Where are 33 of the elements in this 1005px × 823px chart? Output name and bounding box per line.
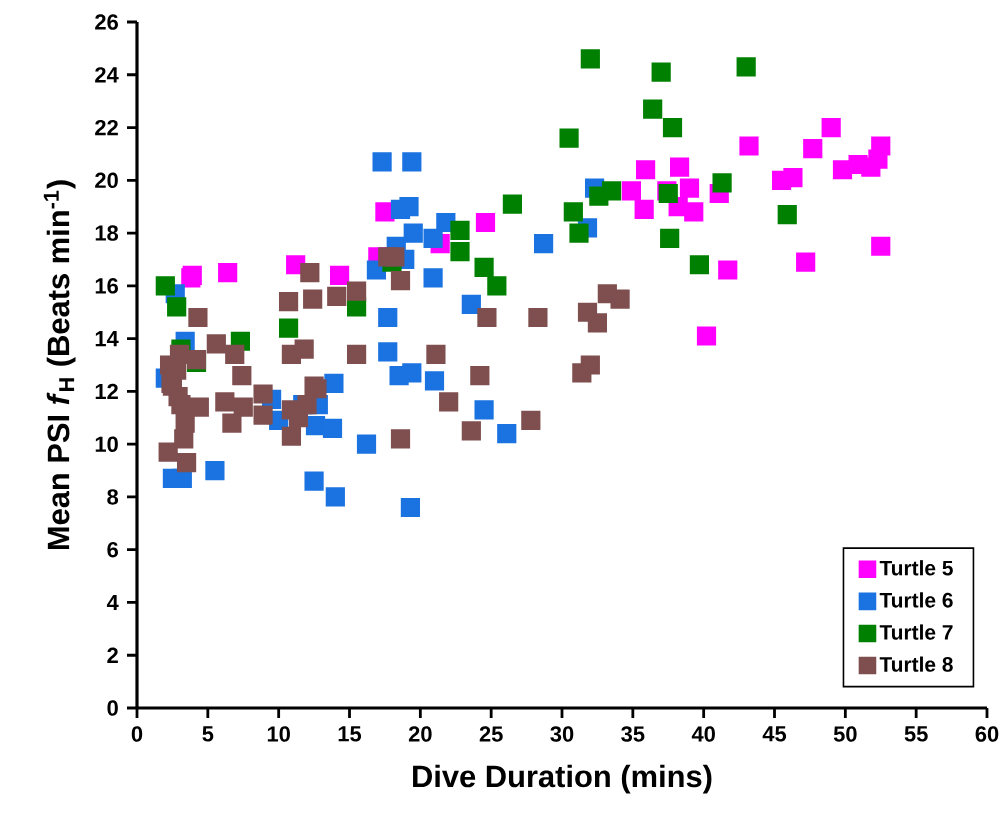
y-tick-label: 14: [95, 331, 119, 347]
x-tick-label: 15: [338, 726, 362, 742]
legend-label: Turtle 7: [879, 624, 953, 640]
legend-label: Turtle 8: [879, 656, 953, 672]
x-tick-label: 20: [408, 726, 432, 742]
y-tick-label: 20: [95, 172, 118, 189]
x-tick-label: 10: [267, 726, 290, 742]
x-tick-label: 5: [202, 726, 214, 742]
y-tick-label: 26: [95, 14, 118, 30]
y-tick-label: 8: [107, 489, 119, 505]
y-tick-label: 18: [95, 225, 119, 241]
y-tick-label: 4: [106, 594, 119, 610]
x-tick-label: 60: [975, 726, 999, 742]
x-tick-label: 45: [762, 726, 787, 742]
legend-label: Turtle 6: [879, 592, 953, 608]
x-tick-label: 30: [550, 726, 574, 742]
y-tick-label: 10: [95, 436, 118, 452]
y-tick-label: 24: [95, 67, 119, 83]
x-tick-label: 40: [691, 726, 715, 742]
y-tick-label: 6: [107, 541, 118, 558]
y-tick-label: 12: [95, 383, 118, 400]
x-tick-label: 25: [479, 726, 503, 742]
y-tick-label: 16: [95, 278, 118, 294]
x-tick-label: 0: [131, 726, 143, 742]
y-tick-label: 22: [95, 119, 118, 136]
y-tick-label: 2: [107, 647, 118, 663]
y-axis-title: Mean PSI f$_{H}$ (Beats min$^{-1}$): [43, 180, 76, 550]
x-tick-label: 35: [621, 726, 645, 742]
x-tick-label: 55: [904, 726, 928, 742]
x-tick-label: 50: [833, 726, 857, 742]
x-axis-title: Dive Duration (mins): [413, 764, 712, 794]
legend-label: Turtle 5: [879, 560, 953, 576]
y-tick-label: 0: [107, 700, 118, 716]
